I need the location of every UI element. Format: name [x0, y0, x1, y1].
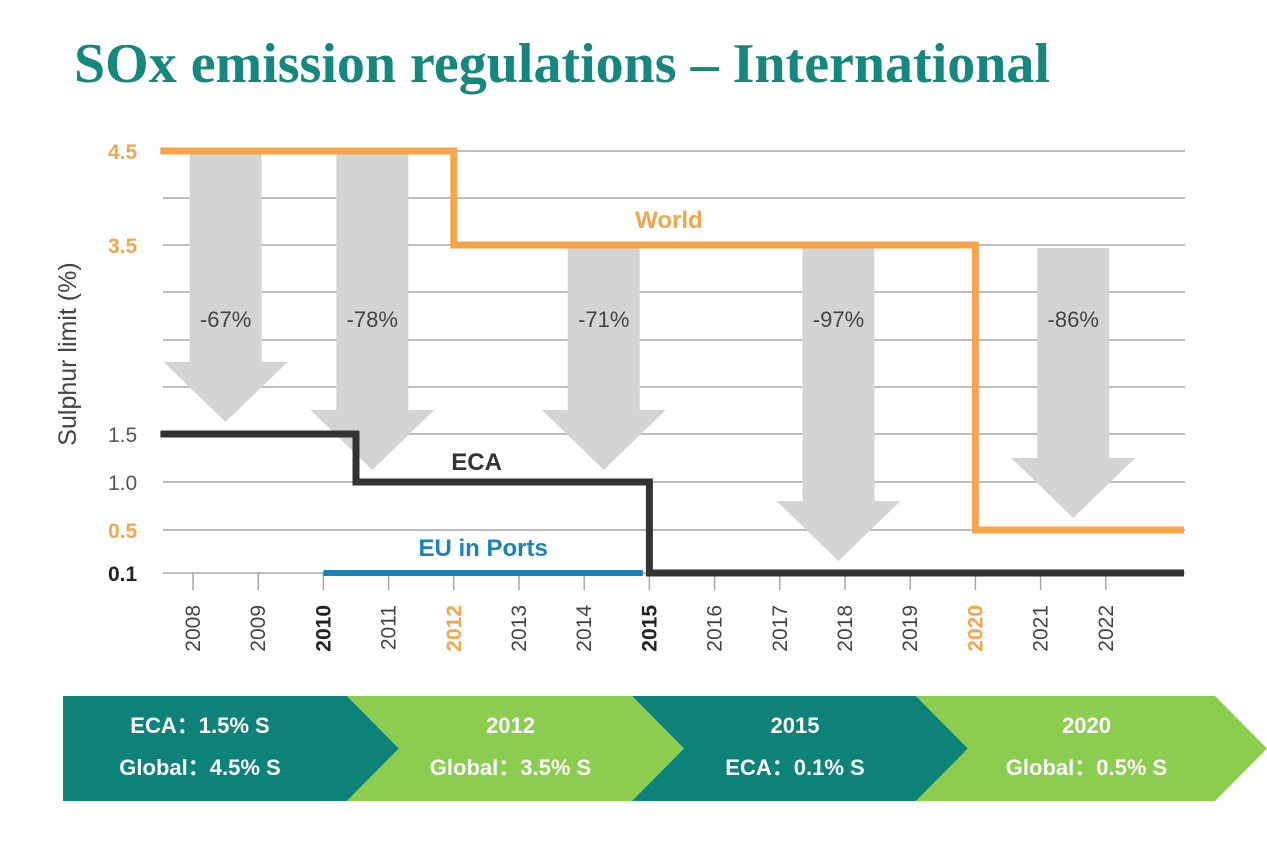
x-tick-label: 2011	[378, 605, 401, 650]
timeline-line2: Global：4.5% S	[119, 755, 280, 780]
reduction-arrow	[776, 248, 901, 561]
reduction-arrow	[1011, 248, 1136, 518]
page-title: SOx emission regulations – International	[74, 33, 1050, 95]
x-tick-label: 2016	[704, 605, 727, 652]
x-tick-label: 2014	[573, 605, 596, 652]
x-tick-label: 2009	[247, 605, 270, 652]
series-label: ECA	[451, 449, 502, 476]
x-tick-label: 2022	[1095, 605, 1118, 652]
x-tick-label: 2018	[834, 605, 857, 652]
series-labels: World ECA EU in Ports	[418, 207, 702, 562]
x-tick-label: 2008	[182, 605, 205, 652]
reduction-label: -97%	[813, 307, 864, 332]
x-tick-label: 2010	[312, 605, 335, 652]
timeline-line1: 2020	[1062, 713, 1111, 738]
sulphur-limit-chart: -67% -78% -71% -97% -86% World ECA EU in Ports…	[54, 141, 1185, 652]
reduction-arrow	[310, 154, 435, 470]
reduction-arrow	[163, 154, 288, 422]
timeline-line2: ECA：0.1% S	[725, 755, 864, 780]
timeline-segment	[347, 696, 684, 801]
series-lines	[160, 147, 1184, 577]
timeline-segment	[632, 696, 968, 801]
timeline-line2: Global：3.5% S	[430, 755, 591, 780]
y-tick-label: 0.5	[108, 520, 138, 543]
axis-labels: 4.5 3.5 1.5 1.0 0.5 0.1 2008 2009 2010 2011 2012 20…	[54, 141, 1118, 652]
y-tick-label: 3.5	[108, 235, 138, 258]
series-label: World	[635, 207, 703, 234]
timeline-line1: ECA：1.5% S	[130, 713, 269, 738]
timeline-segment	[63, 696, 399, 801]
y-tick-label: 0.1	[108, 563, 138, 586]
timeline-segment	[916, 696, 1267, 801]
x-tick-label: 2019	[899, 605, 922, 652]
reduction-arrows: -67% -78% -71% -97% -86%	[163, 154, 1136, 561]
x-tick-label: 2012	[443, 605, 466, 652]
timeline-line1: 2012	[486, 713, 535, 738]
reduction-label: -78%	[347, 307, 398, 332]
reduction-arrow	[541, 248, 666, 470]
reduction-label: -71%	[578, 307, 629, 332]
x-tick-label: 2017	[769, 605, 792, 652]
reduction-label: -86%	[1048, 307, 1099, 332]
timeline-line1: 2015	[771, 713, 820, 738]
x-tick-label: 2021	[1030, 605, 1053, 652]
x-tick-label: 2020	[964, 605, 987, 652]
y-tick-label: 4.5	[108, 141, 138, 164]
y-axis-label: Sulphur limit (%)	[54, 262, 82, 445]
series-line-world	[160, 147, 1184, 534]
x-tick-label: 2015	[638, 605, 661, 652]
series-label: EU in Ports	[418, 535, 547, 562]
x-tick-label: 2013	[508, 605, 531, 652]
y-tick-label: 1.5	[108, 424, 137, 447]
reduction-label: -67%	[200, 307, 251, 332]
y-tick-label: 1.0	[108, 472, 137, 495]
series-line-eca	[160, 430, 1184, 577]
timeline-line2: Global：0.5% S	[1006, 755, 1167, 780]
